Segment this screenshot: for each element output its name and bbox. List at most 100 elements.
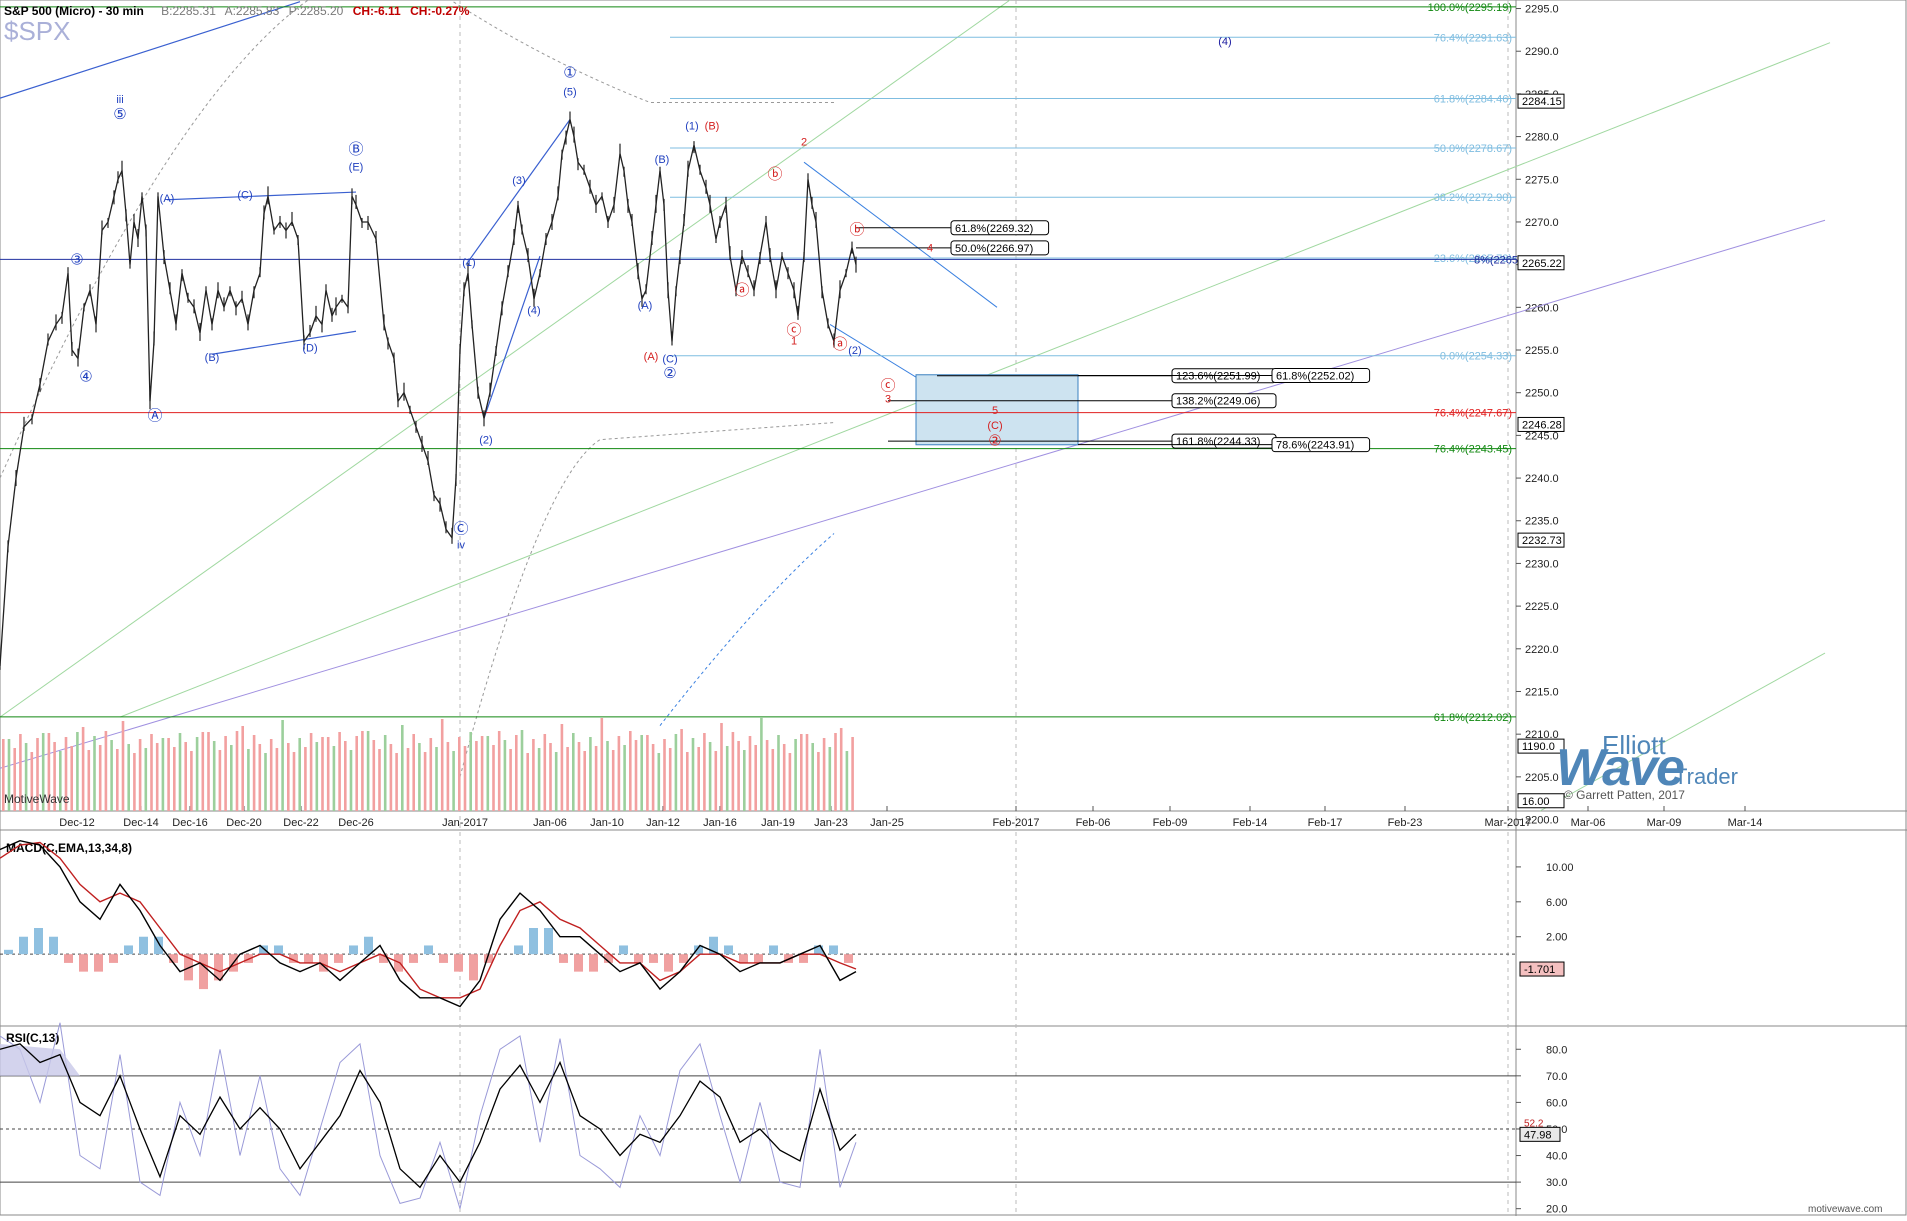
volume-bar [241, 726, 244, 811]
volume-bar [138, 739, 142, 811]
macd-histogram-bar [34, 928, 43, 955]
chart-header: S&P 500 (Micro) - 30 min B:2285.31 A:228… [4, 4, 475, 18]
volume-bar [116, 749, 119, 811]
wave-label: ③ [70, 251, 83, 268]
macd-histogram-bar [574, 954, 583, 972]
volume-bar [674, 734, 678, 811]
volume-bar [292, 752, 296, 811]
volume-bar [572, 733, 575, 811]
volume-bar [543, 734, 547, 811]
wave-label: (C) [987, 420, 1002, 432]
macd-histogram-bar [529, 928, 538, 955]
volume-bar [287, 743, 290, 811]
macd-histogram-bar [604, 954, 613, 963]
y-tick-label: 2220.0 [1525, 644, 1559, 656]
volume-bar [731, 732, 735, 811]
macd-histogram-bar [109, 954, 118, 963]
volume-bar [389, 744, 393, 811]
change-value: CH:-6.11 [352, 4, 401, 18]
macd-histogram-bar [364, 936, 373, 955]
last-quote: P:2285.20 [288, 4, 344, 18]
volume-bar [218, 750, 222, 811]
volume-bar [190, 751, 193, 811]
volume-bar [378, 749, 381, 811]
fib-level-label: 76.4%(2243.45) [1434, 444, 1512, 456]
trendline [0, 1, 301, 99]
volume-bar [794, 739, 797, 811]
volume-bar [184, 742, 187, 811]
fib-level-label: 61.8%(2284.46) [1434, 94, 1512, 106]
bid-quote: B:2285.31 [161, 4, 216, 18]
macd-histogram-bar [439, 954, 448, 963]
volume-bar [839, 728, 843, 811]
elliott-wave-trader-logo: Elliott Wave Trader © Garrett Patten, 20… [1556, 730, 1756, 802]
rsi-y-tick-label: 80.0 [1546, 1044, 1567, 1056]
target-level-label: 61.8%(2252.02) [1276, 370, 1354, 382]
x-tick-label: Dec-26 [338, 817, 373, 829]
volume-bar [703, 733, 706, 811]
x-tick-label: Jan-16 [703, 817, 737, 829]
macd-histogram-bar [4, 949, 13, 955]
wave-label: 2 [801, 137, 807, 149]
x-tick-label: Feb-23 [1388, 817, 1423, 829]
x-tick-label: Mar-14 [1728, 817, 1763, 829]
volume-bar [828, 747, 832, 811]
volume-bar [104, 731, 108, 811]
x-tick-label: Jan-10 [590, 817, 624, 829]
volume-bar [150, 734, 153, 811]
volume-bar [207, 732, 210, 811]
volume-bar [845, 751, 849, 811]
price-tag: 16.00 [1522, 796, 1550, 808]
wave-label: Ⓐ [147, 408, 162, 425]
volume-bar [475, 741, 478, 811]
price-tag: 2246.28 [1522, 419, 1562, 431]
dashed-band [459, 422, 835, 777]
wave-label: (E) [349, 161, 364, 173]
volume-bar [372, 740, 376, 811]
wave-label: ④ [79, 368, 92, 385]
volume-bar [53, 742, 56, 811]
fib-level-label: 61.8%(2212.02) [1434, 712, 1512, 724]
macd-histogram-bar [724, 945, 733, 955]
price-tag: 2232.73 [1522, 535, 1562, 547]
macd-histogram-bar [634, 954, 643, 963]
price-tag-box [1517, 416, 1565, 432]
volume-bar [201, 732, 205, 811]
volume-bar [344, 741, 347, 811]
macd-histogram-bar [619, 945, 628, 955]
site-footer[interactable]: motivewave.com [1808, 1204, 1883, 1215]
macd-histogram-bar [469, 954, 478, 981]
y-tick-label: 2205.0 [1525, 772, 1559, 784]
volume-bar [355, 736, 358, 811]
dashed-band [0, 0, 834, 479]
volume-bar [765, 740, 769, 811]
logo-wave: Wave [1556, 739, 1685, 797]
change-percent: CH:-0.27% [410, 4, 470, 18]
volume-bar [520, 730, 524, 811]
wave-label: (A) [638, 300, 653, 312]
target-level-box [950, 240, 1050, 256]
volume-bar [708, 742, 712, 811]
ask-quote: A:2285.83 [224, 4, 280, 18]
trendline [0, 219, 1826, 769]
volume-bar [98, 745, 102, 811]
macd-histogram-bar [424, 945, 433, 955]
trendline [803, 161, 998, 308]
volume-bar [589, 737, 592, 811]
volume-bar [70, 746, 73, 811]
volume-bar [458, 737, 461, 811]
y-tick-label: 2290.0 [1525, 46, 1559, 58]
macd-histogram-bar [559, 954, 568, 963]
y-tick-label: 2200.0 [1525, 815, 1559, 827]
wave-label: (1) [685, 120, 698, 132]
rsi-y-tick-label: 70.0 [1546, 1071, 1567, 1083]
volume-bar [760, 717, 763, 811]
volume-bar [366, 731, 370, 811]
volume-bar [452, 751, 455, 811]
macd-y-tick-label: 6.00 [1546, 897, 1567, 909]
volume-bar [2, 739, 5, 811]
volume-bar [401, 725, 404, 811]
rsi-overbought-fill [0, 1043, 80, 1076]
volume-bar [321, 737, 324, 811]
trendline [483, 255, 541, 419]
